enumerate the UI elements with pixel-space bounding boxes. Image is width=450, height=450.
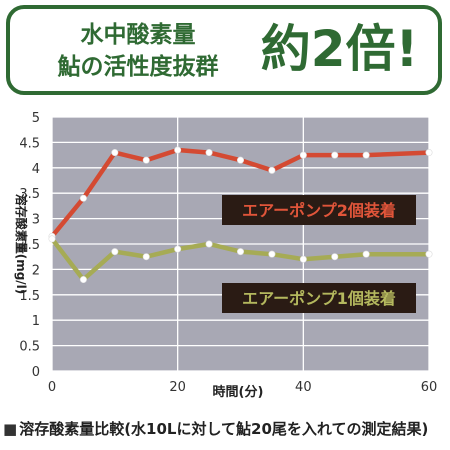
series-two-pumps-line	[49, 147, 432, 239]
series-one-pump-point	[331, 253, 339, 261]
headline-highlight: 約2倍!	[260, 20, 419, 78]
series-one-pump-point	[425, 250, 433, 258]
series-one-pump-point	[362, 250, 370, 258]
y-tick-label: 1	[32, 314, 40, 329]
series-one-pump-point	[79, 276, 87, 284]
caption-text: 溶存酸素量比較(水10Lに対して鮎20尾を入れての測定結果)	[19, 420, 429, 438]
series-one-pump-point	[48, 235, 56, 243]
x-tick-label: 60	[421, 380, 438, 395]
series-one-pump-point	[205, 240, 213, 248]
y-tick-label: 3	[32, 213, 40, 228]
y-tick-label: 1.5	[19, 289, 40, 304]
series-one-pump-point	[268, 250, 276, 258]
y-tick-label: 3.5	[19, 187, 40, 202]
x-tick-label: 0	[48, 380, 56, 395]
headline-banner: 水中酸素量 鮎の活性度抜群 約2倍!	[6, 5, 442, 95]
grid	[51, 116, 430, 372]
series-two-pumps-point	[174, 146, 182, 154]
series-two-pumps-point	[205, 149, 213, 157]
figure-caption: ■ 溶存酸素量比較(水10Lに対して鮎20尾を入れての測定結果)	[3, 418, 447, 439]
y-axis-label: 溶存酸素量(mg/l)	[14, 194, 29, 295]
series-one-pump-line	[49, 236, 432, 282]
legend-box-one-pump	[222, 283, 416, 313]
series-one-pump-point	[299, 255, 307, 263]
headline-line-1: 水中酸素量	[80, 22, 196, 48]
x-tick-label: 20	[169, 380, 186, 395]
series-points	[48, 146, 433, 284]
y-tick-label: 5	[32, 111, 40, 126]
y-tick-label: 2	[32, 263, 40, 278]
series-two-pumps-point	[425, 149, 433, 157]
oxygen-chart: 0 0.5 1 1.5 2 2.5 3 3.5 4 4.5 5 0 20 40 60 エアーポンプ2個装着…	[14, 111, 437, 400]
series-two-pumps-point	[142, 156, 150, 164]
headline-line-2: 鮎の活性度抜群	[57, 54, 219, 80]
y-tick-label: 4	[32, 162, 40, 177]
series-lines	[49, 147, 432, 282]
series-one-pump-point	[111, 248, 119, 256]
y-ticks: 0 0.5 1 1.5 2 2.5 3 3.5 4 4.5 5	[19, 111, 40, 380]
y-tick-label: 2.5	[19, 238, 40, 253]
y-tick-label: 0.5	[19, 340, 40, 355]
series-two-pumps-point	[362, 151, 370, 159]
series-two-pumps-point	[237, 156, 245, 164]
legend-label-two-pumps: エアーポンプ2個装着	[242, 201, 396, 220]
series-two-pumps-point	[268, 166, 276, 174]
x-axis-label: 時間(分)	[213, 384, 264, 400]
y-tick-label: 0	[32, 365, 40, 380]
legend-label-one-pump: エアーポンプ1個装着	[242, 289, 396, 308]
series-two-pumps-point	[111, 149, 119, 157]
x-tick-label: 40	[295, 380, 312, 395]
series-two-pumps-point	[299, 151, 307, 159]
series-one-pump-point	[174, 245, 182, 253]
series-two-pumps-point	[79, 194, 87, 202]
x-ticks: 0 20 40 60	[48, 380, 437, 395]
y-tick-label: 4.5	[19, 136, 40, 151]
series-one-pump-point	[142, 253, 150, 261]
series-two-pumps-point	[331, 151, 339, 159]
series-one-pump-point	[237, 248, 245, 256]
legend-box-two-pumps	[222, 195, 416, 225]
caption-marker: ■	[3, 420, 18, 438]
